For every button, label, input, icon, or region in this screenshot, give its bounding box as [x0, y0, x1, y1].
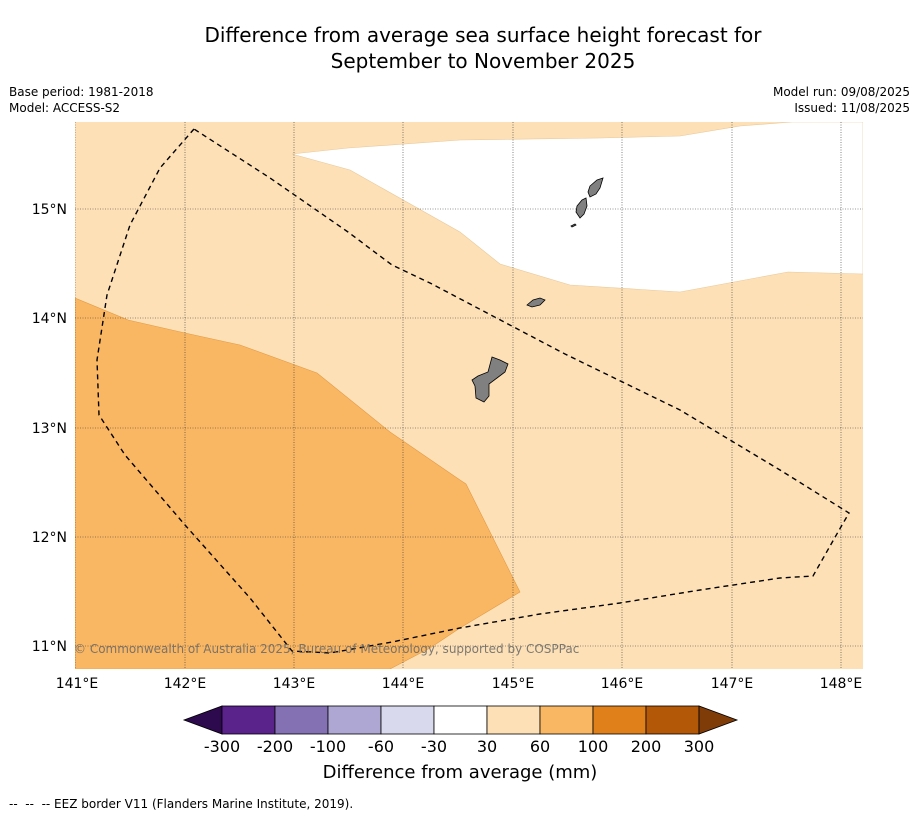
lon-label-142e: 142°E: [164, 676, 207, 692]
island-aguijan: [570, 223, 577, 228]
colorbar-bin: [221, 705, 276, 735]
colorbar-bin: [327, 705, 382, 735]
colorbar-tick-label: -30: [421, 737, 447, 756]
colorbar-title: Difference from average (mm): [323, 762, 598, 783]
colorbar-tick-label: 300: [684, 737, 715, 756]
meta-left: Base period: 1981-2018 Model: ACCESS-S2: [9, 84, 154, 116]
colorbar-tick-label: 60: [530, 737, 550, 756]
lon-label-148e: 148°E: [820, 676, 863, 692]
model-text: Model: ACCESS-S2: [9, 101, 121, 115]
island-tinian: [575, 197, 588, 219]
anomaly-60-100-region: [75, 297, 521, 669]
island-guam: [471, 356, 509, 403]
lat-label-11n: 11°N: [32, 639, 67, 655]
island-saipan: [587, 177, 604, 198]
lon-label-145e: 145°E: [492, 676, 535, 692]
eez-footnote: -- -- -- EEZ border V11 (Flanders Marine…: [9, 797, 354, 811]
title-line-1: Difference from average sea surface heig…: [204, 23, 762, 47]
colorbar: -300 -200 -100 -60 -30 30 60 100 200 300…: [182, 705, 739, 783]
copyright-text: © Commonwealth of Australia 2025, Bureau…: [74, 642, 579, 656]
gridlines: [75, 122, 863, 669]
page-title: Difference from average sea surface heig…: [0, 22, 919, 74]
colorbar-bin: [486, 705, 541, 735]
lat-label-15n: 15°N: [32, 202, 67, 218]
colorbar-bin: [274, 705, 329, 735]
lon-label-143e: 143°E: [273, 676, 316, 692]
lon-label-141e: 141°E: [56, 676, 99, 692]
colorbar-extend-high: [698, 705, 739, 735]
colorbar-tick-label: 200: [631, 737, 662, 756]
meta-right: Model run: 09/08/2025 Issued: 11/08/2025: [773, 84, 910, 116]
colorbar-tick-labels: -300 -200 -100 -60 -30 30 60 100 200 300: [204, 737, 714, 756]
colorbar-bin: [433, 705, 488, 735]
lat-label-13n: 13°N: [32, 421, 67, 437]
eez-border: [96, 128, 850, 654]
title-line-2: September to November 2025: [330, 49, 636, 73]
lon-label-144e: 144°E: [382, 676, 425, 692]
issued-text: Issued: 11/08/2025: [794, 101, 910, 115]
lon-label-146e: 146°E: [601, 676, 644, 692]
colorbar-bin: [592, 705, 647, 735]
colorbar-extend-low: [182, 705, 223, 735]
colorbar-tick-label: 30: [477, 737, 497, 756]
latitude-labels: 15°N 14°N 13°N 12°N 11°N: [32, 202, 67, 655]
colorbar-tick-label: 100: [578, 737, 609, 756]
colorbar-bin: [539, 705, 594, 735]
map-area: © Commonwealth of Australia 2025, Bureau…: [74, 122, 863, 669]
lat-label-12n: 12°N: [32, 530, 67, 546]
land-islands: [471, 177, 604, 403]
lat-label-14n: 14°N: [32, 311, 67, 327]
model-run-text: Model run: 09/08/2025: [772, 85, 910, 99]
lon-label-147e: 147°E: [711, 676, 754, 692]
colorbar-tick-label: -60: [368, 737, 394, 756]
colorbar-tick-label: -200: [257, 737, 293, 756]
base-period-text: Base period: 1981-2018: [9, 85, 154, 99]
colorbar-bin: [380, 705, 435, 735]
colorbar-bin: [645, 705, 700, 735]
island-rota: [526, 297, 546, 308]
longitude-labels: 141°E 142°E 143°E 144°E 145°E 146°E 147°…: [56, 676, 863, 692]
colorbar-tick-label: -100: [310, 737, 346, 756]
colorbar-tick-label: -300: [204, 737, 240, 756]
